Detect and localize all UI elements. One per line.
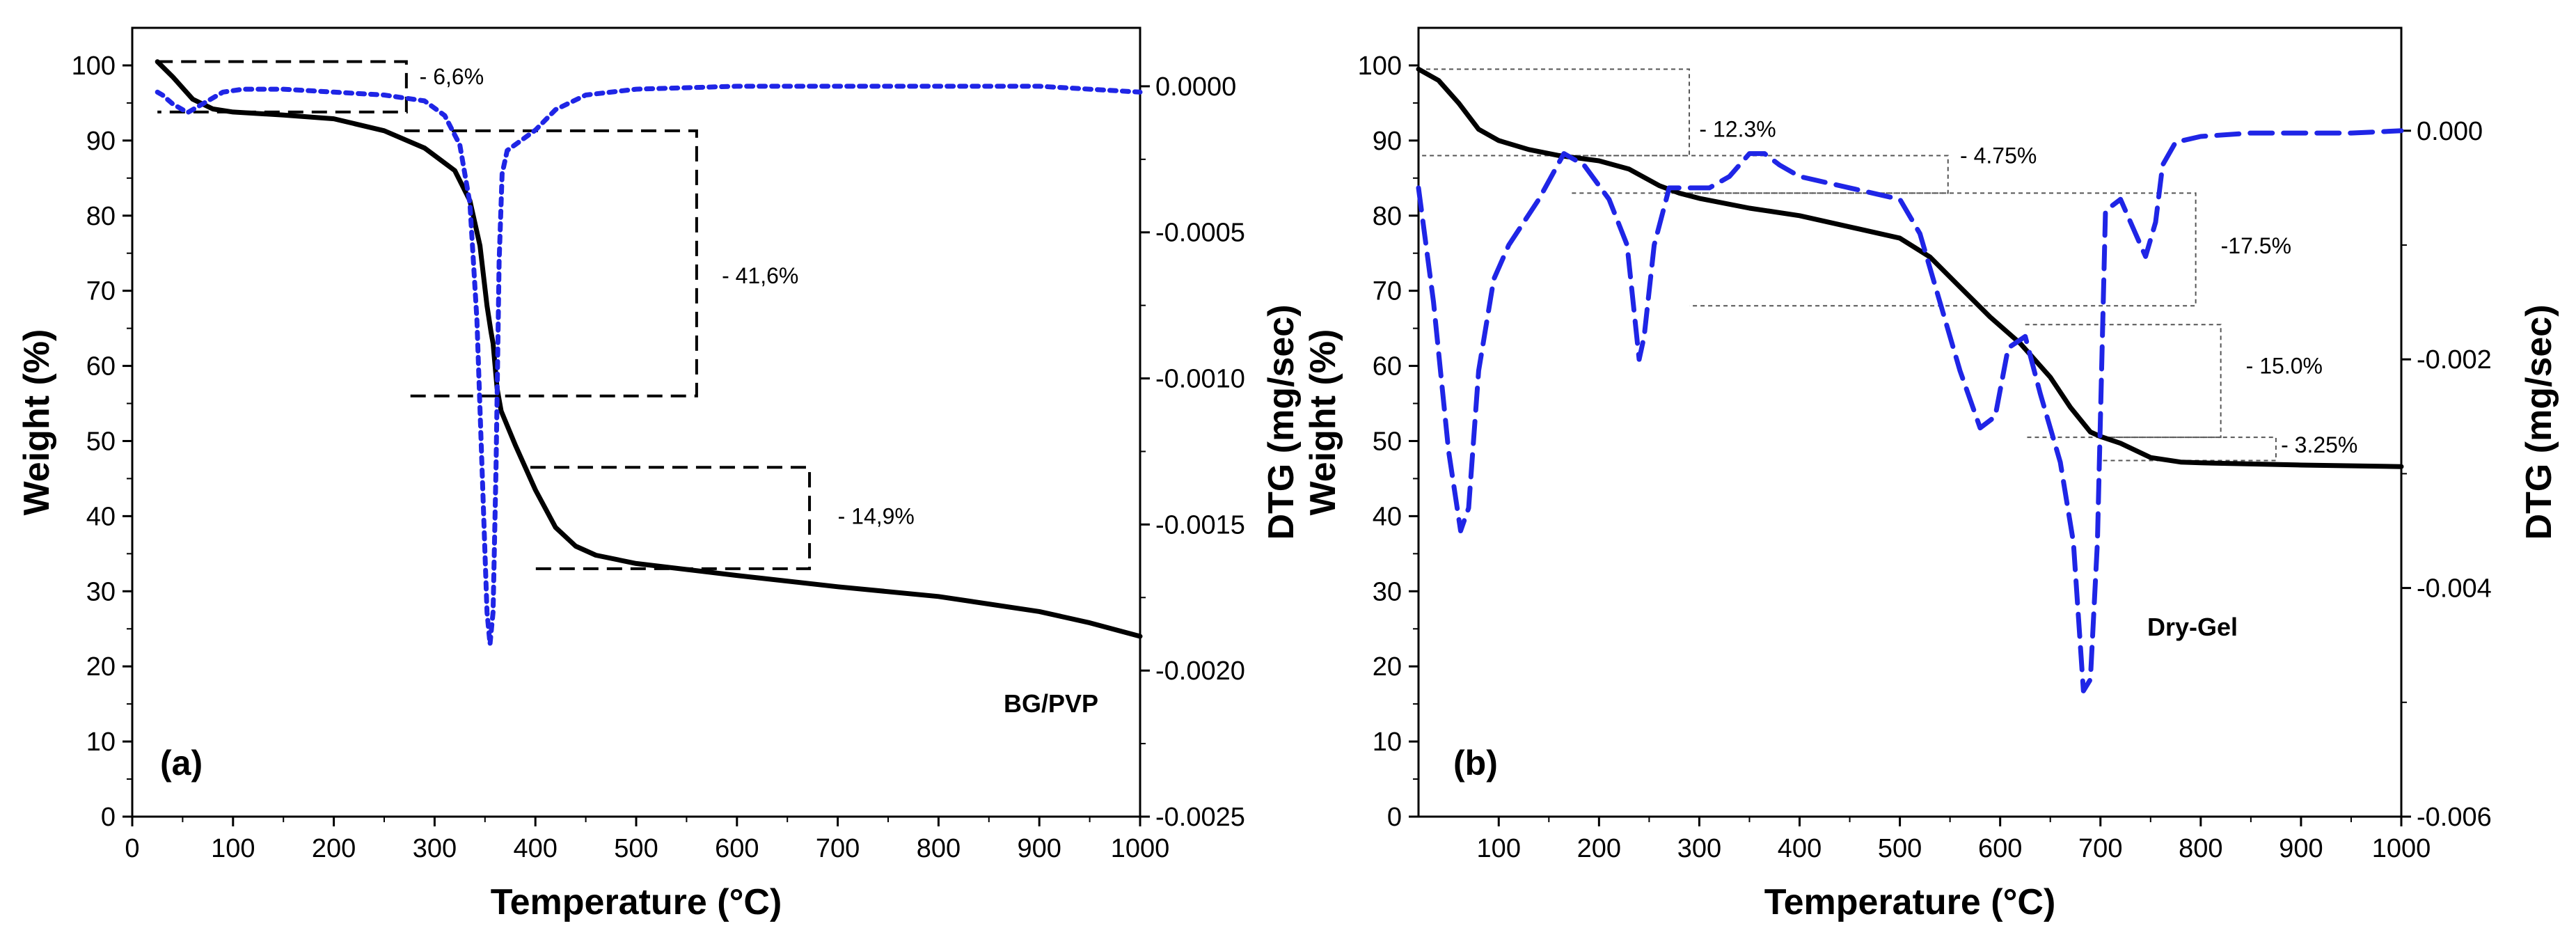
chart-b-ytick-label: 50: [1373, 427, 1402, 456]
chart-b-step-guide: [1569, 155, 1949, 194]
chart-b-y2tick-label: -0.006: [2417, 803, 2492, 832]
chart-b-step-guide: [1419, 68, 1691, 157]
chart-a-xtick-label: 400: [513, 834, 557, 863]
chart-b-xtick-label: 600: [1978, 834, 2022, 863]
chart-a-ytick-label: 40: [86, 502, 116, 531]
chart-a-series-weight-line: [155, 59, 1143, 639]
chart-b-xtick-label: 1000: [2372, 834, 2431, 863]
chart-a-ytick-label: 100: [72, 52, 116, 81]
chart-a-annotation: - 41,6%: [722, 263, 798, 288]
chart-a-xtick-label: 900: [1017, 834, 1061, 863]
chart-a-ytick-label: 60: [86, 352, 116, 382]
chart-a-ytick-label: 30: [86, 577, 116, 606]
chart-b-panel-label: (b): [1453, 744, 1498, 783]
chart-a-xtick-label: 0: [125, 834, 139, 863]
chart-a-series-dtg-line: [155, 84, 1143, 647]
chart-a-xtick-label: 300: [413, 834, 457, 863]
chart-a-xlabel: Temperature (°C): [491, 882, 782, 922]
chart-a-step-guide: [404, 129, 698, 398]
chart-b-ytick-label: 10: [1373, 728, 1402, 757]
chart-b-annotation: - 3.25%: [2281, 432, 2357, 457]
chart-a-xtick-label: 700: [816, 834, 860, 863]
chart-b-annotation: - 12.3%: [1699, 117, 1776, 142]
chart-a-y2tick-label: -0.0025: [1155, 803, 1245, 832]
chart-b-ytick-label: 90: [1373, 127, 1402, 156]
chart-b-y2tick-label: -0.004: [2417, 574, 2492, 604]
chart-a-xtick-label: 100: [211, 834, 255, 863]
chart-a-y2tick-label: -0.0005: [1155, 219, 1245, 248]
chart-a-xtick-label: 200: [312, 834, 356, 863]
chart-a-sample-label: BG/PVP: [1004, 689, 1098, 718]
chart-b-xtick-label: 100: [1477, 834, 1521, 863]
chart-b-ytick-label: 80: [1373, 202, 1402, 231]
chart-b-xlabel: Temperature (°C): [1764, 882, 2056, 922]
chart-a-annotation: - 6,6%: [420, 64, 484, 89]
chart-a-xtick-label: 600: [715, 834, 759, 863]
chart-a-plot-frame: [131, 26, 1141, 818]
chart-b-ytick-label: 0: [1387, 803, 1402, 832]
chart-a-ytick-label: 0: [101, 803, 116, 832]
chart-b-ytick-label: 40: [1373, 502, 1402, 531]
chart-b-annotation: -17.5%: [2221, 233, 2291, 258]
chart-b-xtick-label: 300: [1677, 834, 1721, 863]
chart-b-y2label: DTG (mg/sec): [2519, 304, 2559, 540]
chart-b-ylabel: Weight (%): [1303, 329, 1343, 516]
chart-a-panel-label: (a): [160, 744, 203, 783]
chart-b-y2tick-label: 0.000: [2417, 117, 2483, 146]
chart-b-ytick-label: 30: [1373, 577, 1402, 606]
chart-b-xtick-label: 500: [1878, 834, 1922, 863]
chart-a-ytick-label: 70: [86, 277, 116, 306]
chart-b-xtick-label: 200: [1577, 834, 1621, 863]
chart-a-annotation: - 14,9%: [838, 503, 915, 528]
chart-a-ytick-label: 80: [86, 202, 116, 231]
chart-b-annotation: - 15.0%: [2246, 354, 2323, 379]
chart-b-ytick-label: 60: [1373, 352, 1402, 382]
chart-b-series-weight-line: [1416, 66, 2404, 469]
chart-a-y2label: DTG (mg/sec): [1261, 304, 1302, 540]
chart-b-series-dtg-line: [1416, 128, 2404, 693]
chart-a-ytick-label: 50: [86, 427, 116, 456]
chart-b-plot-frame: [1417, 26, 2403, 818]
panel-a: 0 100 200 300 400 500 600 700 800 900 1000 0 10 20 30 4…: [17, 26, 1302, 922]
chart-b-step-guide: [2025, 324, 2222, 439]
chart-b-ytick-label: 70: [1373, 277, 1402, 306]
chart-b-xtick-label: 700: [2078, 834, 2122, 863]
chart-a-ytick-label: 10: [86, 728, 116, 757]
chart-b-xtick-label: 800: [2179, 834, 2222, 863]
chart-a-xtick-label: 800: [917, 834, 961, 863]
chart-a-ytick-label: 90: [86, 127, 116, 156]
chart-b-ytick-label: 100: [1358, 52, 1402, 81]
chart-a-y2tick-label: -0.0010: [1155, 365, 1245, 394]
chart-b-annotation: - 4.75%: [1960, 143, 2037, 168]
chart-a-y2tick-label: 0.0000: [1155, 72, 1236, 102]
chart-a-ylabel: Weight (%): [17, 329, 57, 516]
chart-b-xtick-label: 400: [1778, 834, 1822, 863]
chart-a-ytick-label: 20: [86, 652, 116, 682]
chart-b-xtick-label: 900: [2279, 834, 2323, 863]
chart-b-sample-label: Dry-Gel: [2147, 613, 2238, 641]
chart-b-ytick-label: 20: [1373, 652, 1402, 682]
chart-a-y2tick-label: -0.0020: [1155, 657, 1245, 686]
chart-a-step-guide: [157, 60, 408, 113]
chart-b-step-guide: [1689, 192, 2197, 307]
chart-a-step-guide: [530, 466, 812, 570]
chart-b-y2tick-label: -0.002: [2417, 345, 2492, 375]
chart-a-y2tick-label: -0.0015: [1155, 510, 1245, 540]
chart-a-xtick-label: 1000: [1111, 834, 1170, 863]
panel-b: 100 200 300 400 500 600 700 800 900 1000 0 10 20 30 40…: [1303, 26, 2559, 922]
chart-a-xtick-label: 500: [614, 834, 658, 863]
